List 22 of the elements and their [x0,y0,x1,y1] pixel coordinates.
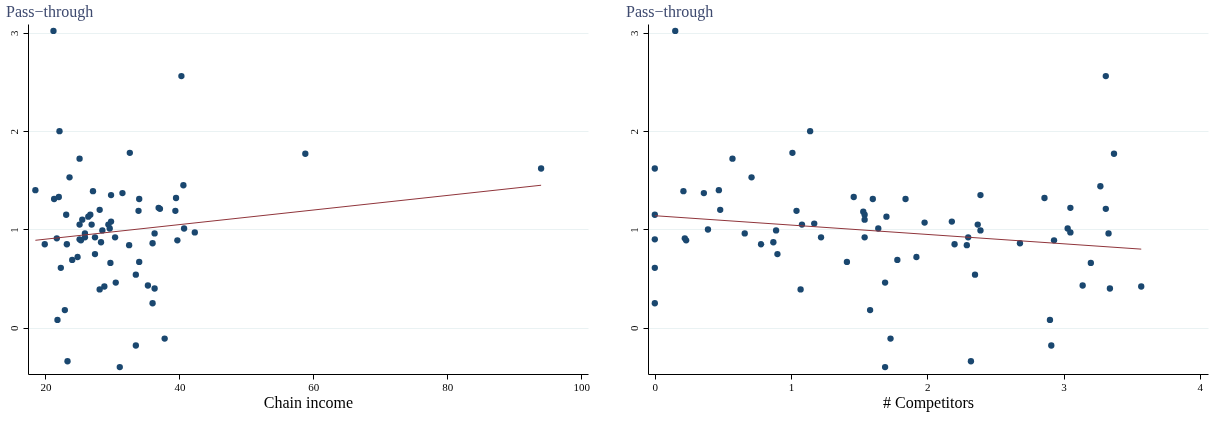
x-tick-label: 80 [442,380,454,393]
x-axis-title: Chain income [263,393,354,411]
x-tick-label: 3 [1061,380,1068,393]
y-tick-label: 3 [7,30,20,37]
x-tick-label: 20 [40,380,52,393]
x-tick-label: 60 [308,380,320,393]
y-tick-label: 1 [7,227,20,233]
y-tick-label: 3 [627,30,640,37]
y-tick-label: 2 [7,128,20,135]
x-tick-label: 100 [573,380,591,393]
y-axis-title: Pass−through [626,3,714,21]
y-tick-label: 0 [627,325,640,332]
y-tick-label: 2 [627,128,640,135]
x-tick-label: 40 [174,380,186,393]
x-axis-title: # Competitors [882,393,975,412]
y-tick-label: 1 [627,227,640,233]
x-tick-label: 2 [925,380,931,393]
x-tick-label: 4 [1197,380,1204,393]
y-axis-title: Pass−through [6,3,94,21]
x-tick-label: 1 [788,380,795,393]
x-tick-label: 0 [652,380,659,393]
y-tick-label: 0 [7,325,20,332]
